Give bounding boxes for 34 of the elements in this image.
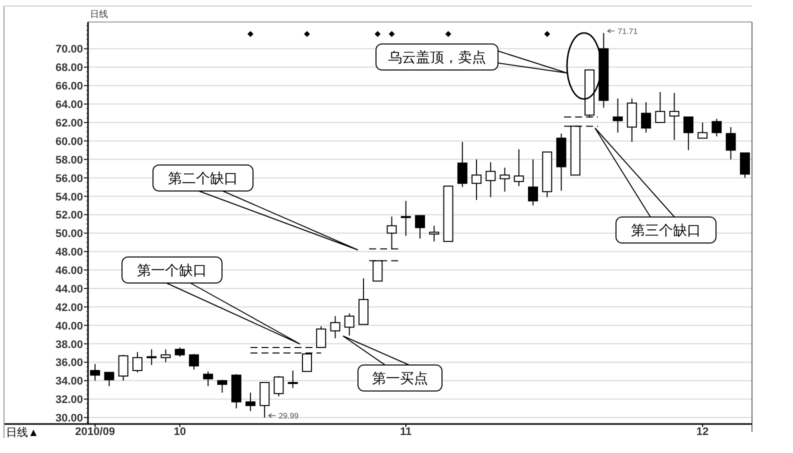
y-tick-label: 52.00 [55,210,83,222]
x-tick-label: 10 [174,426,186,438]
y-tick-label: 70.00 [55,44,83,56]
y-tick-label: 56.00 [55,172,83,185]
annotation: 第三个缺口 [631,223,701,239]
annotation: 71.71 [618,26,638,36]
annotation: 第一个缺口 [137,263,207,279]
y-tick-label: 30.00 [55,412,83,425]
y-tick-label: 64.00 [55,99,83,112]
y-tick-label: 50.00 [55,228,83,240]
x-tick-label: 12 [696,426,709,438]
x-tick-label: 2010/09 [75,426,115,438]
y-tick-label: 34.00 [55,376,83,388]
y-tick-label: 58.00 [55,154,83,166]
y-tick-label: 44.00 [55,283,83,296]
y-tick-label: 68.00 [55,62,83,74]
y-tick-label: 32.00 [55,394,83,406]
y-tick-label: 54.00 [55,191,83,204]
y-tick-label: 66.00 [55,80,83,93]
chart-title: 日线 [90,9,108,19]
y-tick-label: 38.00 [55,338,83,351]
y-tick-label: 62.00 [55,118,83,130]
text: 日线▲ [6,426,39,439]
annotation: 第二个缺口 [168,171,238,187]
y-tick-label: 36.00 [55,357,83,370]
annotation: 第一买点 [372,371,428,387]
annotation: 乌云盖顶，卖点 [388,50,486,66]
y-tick-label: 60.00 [55,136,83,148]
x-tick-label: 11 [400,426,412,438]
y-tick-label: 46.00 [55,265,83,278]
y-tick-label: 40.00 [55,320,83,332]
y-tick-label: 42.00 [55,302,83,314]
y-tick-label: 48.00 [55,246,83,259]
annotation: 29.99 [278,412,300,421]
